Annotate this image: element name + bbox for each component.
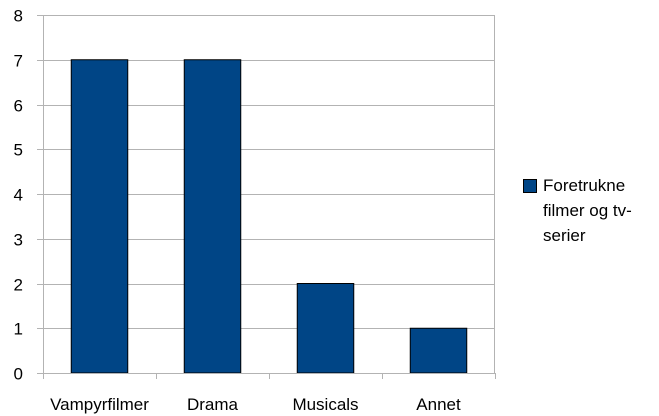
x-tick-label: Drama	[187, 395, 239, 414]
y-tick-labels: 0 1 2 3 4 5 6 7 8	[14, 7, 23, 384]
x-tick-labels: Vampyrfilmer Drama Musicals Annet	[50, 395, 461, 414]
bar	[296, 283, 355, 374]
x-tick-label: Musicals	[292, 395, 358, 414]
y-tick-label: 8	[14, 7, 23, 26]
axes	[37, 15, 496, 379]
y-tick-label: 2	[14, 276, 23, 295]
legend-label: Foretrukne filmer og tv-serier	[543, 176, 632, 245]
bar	[70, 59, 129, 374]
x-tick-label: Vampyrfilmer	[50, 395, 149, 414]
y-tick-label: 0	[14, 365, 23, 384]
y-tick-label: 5	[14, 141, 23, 160]
legend-swatch	[523, 179, 537, 193]
y-tick-label: 4	[14, 186, 23, 205]
y-tick-label: 7	[14, 52, 23, 71]
bar	[183, 59, 242, 374]
x-tick-label: Annet	[416, 395, 461, 414]
y-tick-label: 3	[14, 231, 23, 250]
y-tick-label: 1	[14, 320, 23, 339]
bar	[409, 327, 468, 374]
legend: Foretrukne filmer og tv-serier	[523, 176, 659, 248]
bars	[70, 59, 468, 374]
y-tick-label: 6	[14, 97, 23, 116]
